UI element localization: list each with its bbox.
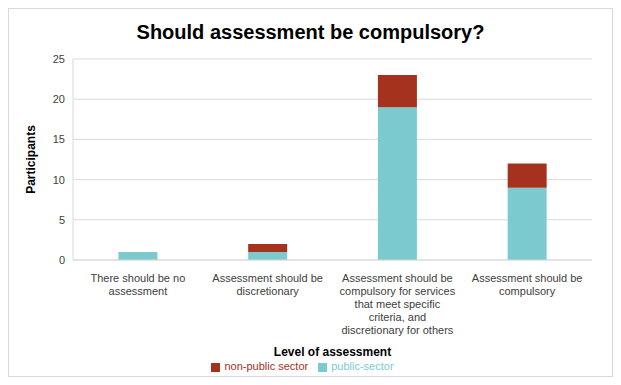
svg-text:20: 20 xyxy=(53,93,65,105)
svg-text:10: 10 xyxy=(53,174,65,186)
svg-text:Participants: Participants xyxy=(24,125,38,194)
svg-text:15: 15 xyxy=(53,133,65,145)
html-text:Should assessment be compulsor: Should assessment be compulsory? xyxy=(136,21,485,43)
svg-text:Assessment should becompulsory: Assessment should becompulsory xyxy=(472,272,583,297)
svg-text:Assessment should bediscretion: Assessment should bediscretionary xyxy=(212,272,323,297)
svg-text:5: 5 xyxy=(59,214,65,226)
html-text:non-public sector: non-public sector xyxy=(224,360,309,372)
svg-text:Level of assessment: Level of assessment xyxy=(274,345,391,359)
svg-text:0: 0 xyxy=(59,254,65,266)
svg-text:There should be noassessment: There should be noassessment xyxy=(90,272,185,297)
svg-text:25: 25 xyxy=(53,53,65,65)
svg-text:Assessment should becompulsory: Assessment should becompulsory for servi… xyxy=(340,272,456,336)
html-text:public-sector: public-sector xyxy=(331,360,394,372)
